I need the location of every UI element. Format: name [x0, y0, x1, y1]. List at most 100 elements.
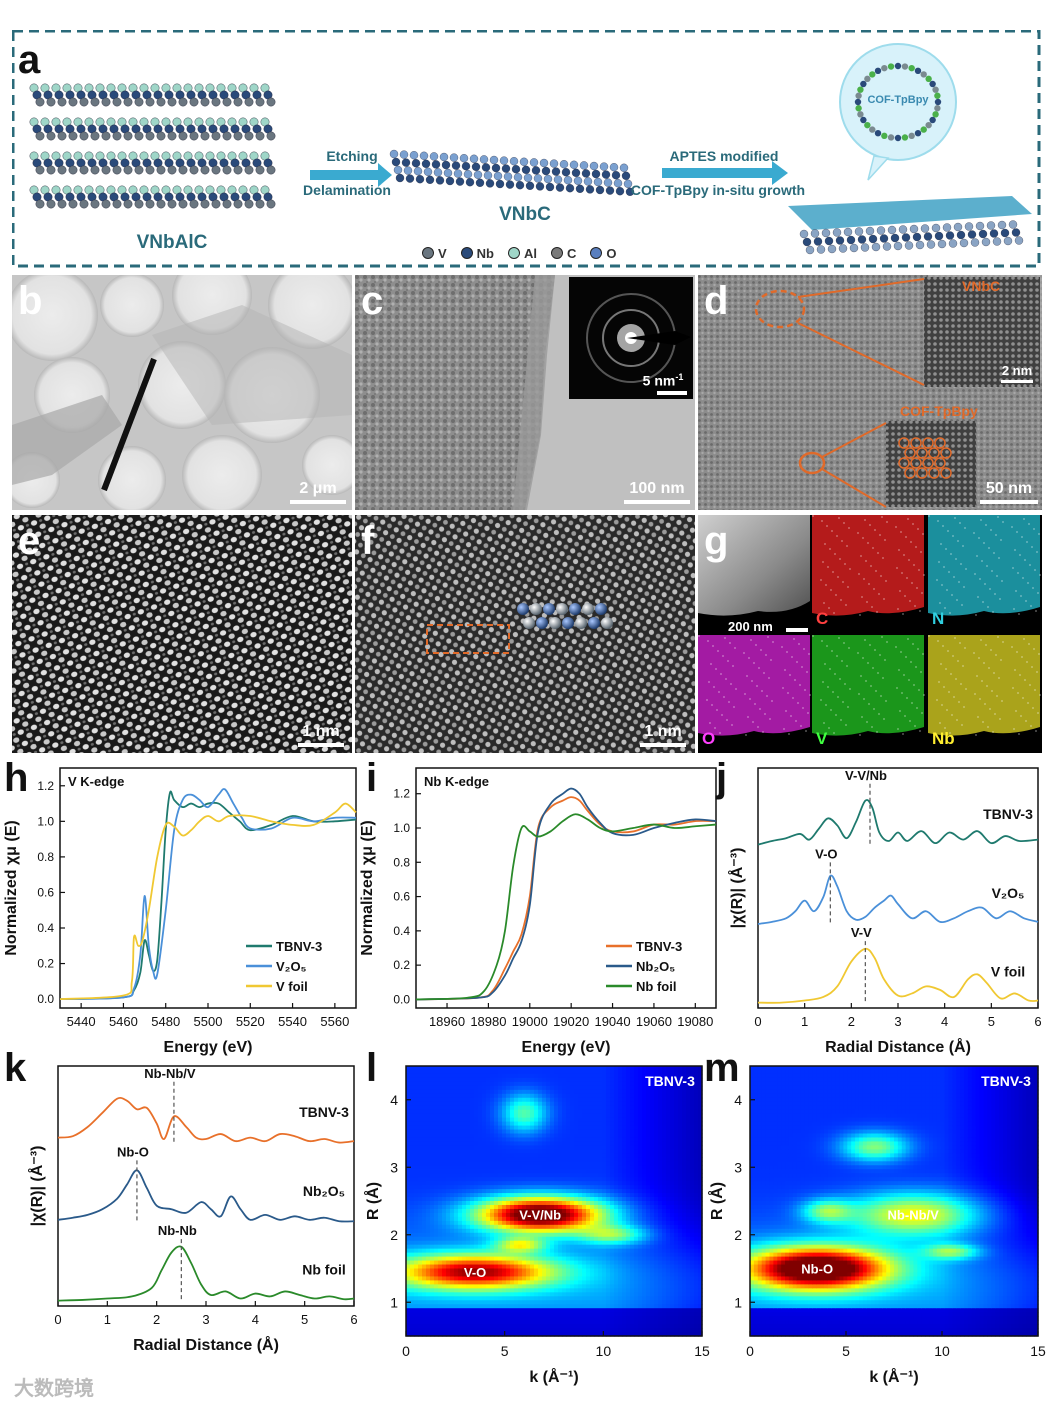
heat-cell [522, 1288, 527, 1293]
heat-cell [462, 1077, 467, 1083]
heat-cell [558, 1101, 563, 1107]
heat-cell [642, 1300, 647, 1305]
heat-cell [618, 1133, 623, 1139]
heat-cell [510, 1189, 515, 1194]
heat-cell [562, 1284, 567, 1289]
heat-cell [526, 1244, 531, 1250]
heat-cell [558, 1137, 563, 1143]
heat-cell [450, 1316, 455, 1321]
heat-cell [466, 1077, 471, 1083]
heat-cell [650, 1300, 655, 1305]
heat-cell [646, 1288, 651, 1293]
heat-cell [502, 1204, 507, 1210]
heat-cell [622, 1185, 627, 1190]
heat-cell [590, 1292, 595, 1297]
heat-cell [470, 1300, 475, 1305]
heat-cell [418, 1328, 423, 1333]
heat-cell [410, 1177, 415, 1182]
heat-cell [414, 1324, 419, 1329]
heat-cell [614, 1137, 619, 1143]
heat-cell [594, 1308, 599, 1313]
heat-cell [630, 1197, 635, 1202]
heat-cell [610, 1093, 615, 1099]
heat-cell [506, 1145, 511, 1150]
heat-cell [538, 1244, 543, 1250]
heat-cell [594, 1296, 599, 1301]
heat-cell [494, 1236, 499, 1242]
heat-cell [626, 1296, 631, 1301]
heat-cell [622, 1328, 627, 1333]
heat-cell [466, 1232, 471, 1238]
heat-cell [410, 1240, 415, 1246]
heat-cell [546, 1089, 551, 1095]
heat-cell [466, 1089, 471, 1095]
heat-cell [546, 1272, 551, 1278]
heat-cell [470, 1073, 475, 1079]
heat-cell [626, 1073, 631, 1079]
heat-cell [586, 1232, 591, 1238]
heat-cell [494, 1125, 499, 1131]
heat-cell [614, 1097, 619, 1103]
heat-cell [422, 1312, 427, 1317]
heat-cell [618, 1153, 623, 1158]
heat-cell [622, 1292, 627, 1297]
heat-cell [498, 1208, 503, 1214]
heat-cell [574, 1256, 579, 1262]
heat-cell [542, 1129, 547, 1135]
heat-cell [614, 1320, 619, 1325]
heat-cell [434, 1141, 439, 1147]
heat-cell [438, 1129, 443, 1135]
heat-cell [450, 1236, 455, 1242]
heat-cell [558, 1197, 563, 1202]
heat-cell [634, 1173, 639, 1178]
heat-cell [506, 1189, 511, 1194]
heat-cell [598, 1260, 603, 1266]
heat-cell [566, 1272, 571, 1278]
heat-cell [518, 1109, 523, 1115]
heat-cell [530, 1141, 535, 1147]
heat-cell [554, 1240, 559, 1246]
heat-cell [546, 1137, 551, 1143]
heat-cell [454, 1204, 459, 1210]
heat-cell [634, 1296, 639, 1301]
heat-cell [594, 1276, 599, 1282]
heat-cell [446, 1093, 451, 1099]
heat-cell [478, 1077, 483, 1083]
heat-cell [542, 1109, 547, 1115]
heat-cell [486, 1264, 491, 1270]
heat-cell [458, 1145, 463, 1150]
heat-cell [498, 1153, 503, 1158]
heat-cell [450, 1204, 455, 1210]
heat-cell [530, 1276, 535, 1282]
heat-cell [462, 1073, 467, 1079]
heat-cell [434, 1137, 439, 1143]
heat-cell [466, 1145, 471, 1150]
heat-cell [414, 1252, 419, 1258]
heat-cell [606, 1165, 611, 1170]
heat-cell [434, 1121, 439, 1127]
heat-cell [462, 1252, 467, 1258]
heat-cell [550, 1304, 555, 1309]
y-tick-label: 0.4 [393, 924, 410, 938]
heat-cell [494, 1149, 499, 1154]
heat-cell [442, 1145, 447, 1150]
heat-cell [594, 1069, 599, 1075]
heat-cell [606, 1244, 611, 1250]
heat-cell [570, 1097, 575, 1103]
heat-cell [502, 1276, 507, 1282]
heat-cell [642, 1089, 647, 1095]
heat-cell [638, 1177, 643, 1182]
heat-cell [434, 1272, 439, 1278]
heat-cell [554, 1244, 559, 1250]
heat-cell [454, 1089, 459, 1095]
heat-cell [502, 1201, 507, 1206]
heat-cell [418, 1300, 423, 1305]
heat-cell [450, 1193, 455, 1198]
heat-cell [470, 1220, 475, 1226]
heat-cell [630, 1141, 635, 1147]
atom [211, 165, 221, 175]
heat-cell [430, 1153, 435, 1158]
heat-cell [598, 1129, 603, 1135]
series-line-1 [59, 788, 357, 1001]
heat-cell [446, 1141, 451, 1147]
